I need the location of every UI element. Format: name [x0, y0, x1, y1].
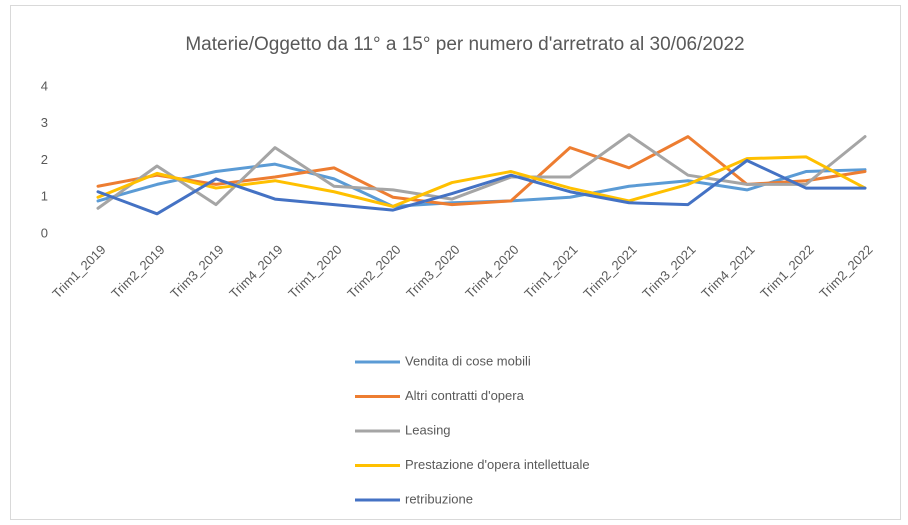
legend-label: Prestazione d'opera intellettuale	[405, 457, 590, 472]
legend-label: Vendita di cose mobili	[405, 353, 531, 368]
series-line	[96, 159, 867, 216]
series-line	[96, 155, 867, 208]
legend-label: Leasing	[405, 422, 451, 437]
y-tick-label: 0	[41, 225, 48, 240]
y-tick-label: 4	[41, 78, 48, 93]
chart-frame	[10, 5, 901, 520]
y-tick-label: 2	[41, 152, 48, 167]
chart-title: Materie/Oggetto da 11° a 15° per numero …	[185, 34, 744, 55]
series-line	[96, 133, 867, 210]
legend-label: Altri contratti d'opera	[405, 388, 525, 403]
y-tick-label: 3	[41, 115, 48, 130]
legend-label: retribuzione	[405, 491, 473, 506]
y-tick-label: 1	[41, 189, 48, 204]
